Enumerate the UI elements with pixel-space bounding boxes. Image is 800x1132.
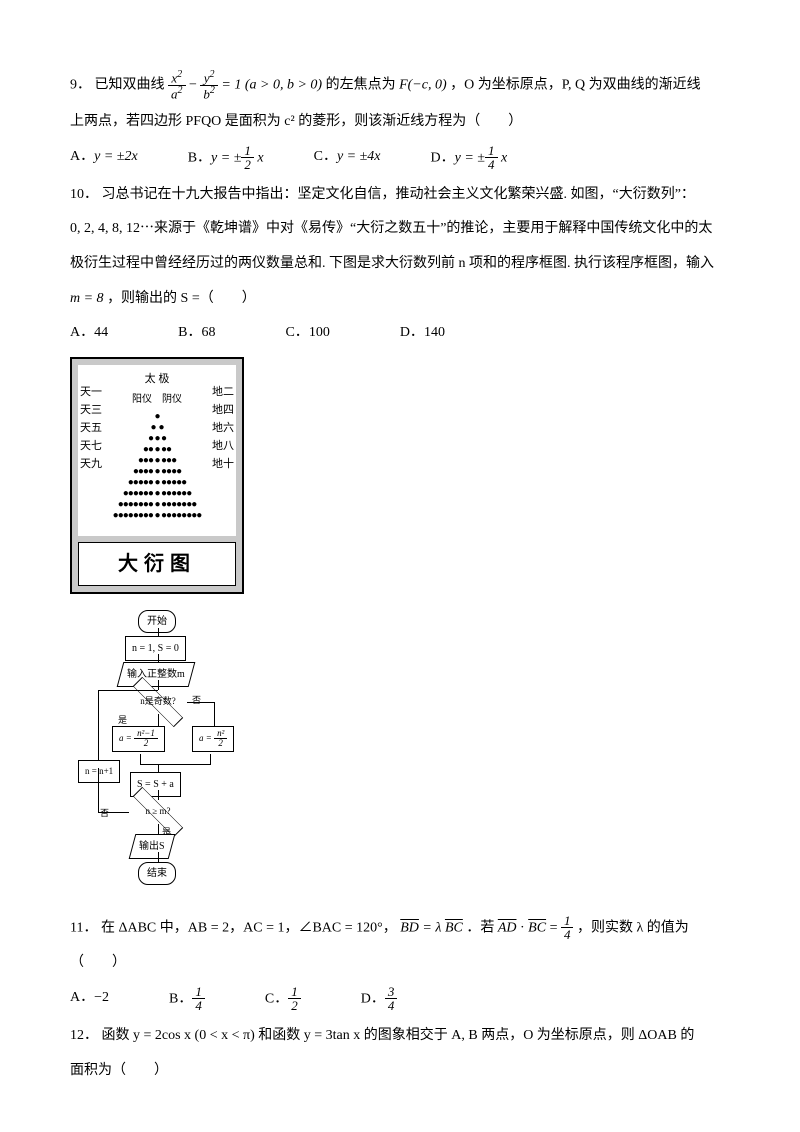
q9-optA: A．y = ±2x: [70, 144, 138, 172]
flow-out: 输出S: [129, 834, 175, 859]
dayan-tree: ● ● ● ● ● ● ●● ● ●● ●●● ● ●●● ●●●● ● ●●●…: [80, 411, 234, 521]
q10-l4: m = 8 ，则输出的 S =（ ）: [70, 286, 740, 313]
question-12: 12． 函数 y = 2cos x (0 < x < π) 和函数 y = 3t…: [70, 1023, 740, 1050]
q9-optB: B．y = ±12 x: [188, 144, 264, 172]
q11-num: 11．: [70, 920, 97, 935]
q10-optD: D．140: [400, 320, 445, 347]
q10-optA: A．44: [70, 320, 108, 347]
question-11: 11． 在 ΔABC 中，AB = 2，AC = 1，∠BAC = 120°， …: [70, 914, 740, 942]
dayan-right-labels: 地二地四地六地八地十: [212, 383, 234, 473]
q11-text-b: ．若: [466, 920, 494, 935]
q11-optC: C．12: [265, 985, 301, 1013]
q10-options: A．44 B．68 C．100 D．140: [70, 320, 740, 347]
q10-optB: B．68: [178, 320, 215, 347]
question-10: 10． 习总书记在十九大报告中指出：坚定文化自信，推动社会主义文化繁荣兴盛. 如…: [70, 182, 740, 209]
flow-a-odd: a = n²−12: [112, 726, 165, 752]
q9-text-a: 已知双曲线: [95, 78, 165, 93]
q9-line2: 上两点，若四边形 PFQO 是面积为 c² 的菱形，则该渐近线方程为（ ）: [70, 109, 740, 136]
q9-options: A．y = ±2x B．y = ±12 x C．y = ±4x D．y = ±1…: [70, 144, 740, 172]
flow-a-even: a = n²2: [192, 726, 234, 752]
q9-num: 9．: [70, 78, 91, 93]
q9-F: F(−c, 0): [399, 78, 447, 93]
question-9: 9． 已知双曲线 x2a2 − y2b2 = 1 (a > 0, b > 0) …: [70, 70, 740, 101]
q11-options: A．−2 B．14 C．12 D．34: [70, 985, 740, 1013]
flow-cond2: n ≥ m?: [129, 800, 187, 824]
flowchart: 开始 n = 1, S = 0 输入正整数m n是奇数? 是 否 a = n²−…: [80, 610, 240, 900]
q12-text-b: 面积为（ ）: [70, 1058, 740, 1085]
q9-text-b: 的左焦点为: [326, 78, 396, 93]
dayan-yy: 阳仪 阴仪: [80, 390, 234, 409]
flow-input: 输入正整数m: [117, 662, 195, 687]
q12-num: 12．: [70, 1028, 98, 1043]
q10-l3: 极衍生过程中曾经经历过的两仪数量总和. 下图是求大衍数列前 n 项和的程序框图.…: [70, 251, 740, 278]
flow-step: n = n+1: [78, 760, 120, 783]
q11-optA: A．−2: [70, 985, 109, 1013]
q10-l1: 习总书记在十九大报告中指出：坚定文化自信，推动社会主义文化繁荣兴盛. 如图，“大…: [102, 187, 695, 202]
flow-end: 结束: [138, 862, 176, 885]
dayan-caption: 大衍图: [78, 542, 236, 586]
q9-optD: D．y = ±14 x: [431, 144, 508, 172]
q10-l2: 0, 2, 4, 8, 12⋯来源于《乾坤谱》中对《易传》“大衍之数五十”的推论…: [70, 216, 740, 243]
q9-text-c: ，O 为坐标原点，P, Q 为双曲线的渐近线: [450, 78, 700, 93]
q9-optC: C．y = ±4x: [314, 144, 381, 172]
flow-start: 开始: [138, 610, 176, 633]
q11-blank: （ ）: [70, 950, 740, 977]
q11-optD: D．34: [361, 985, 398, 1013]
q10-num: 10．: [70, 187, 98, 202]
q10-optC: C．100: [285, 320, 329, 347]
flow-init: n = 1, S = 0: [125, 636, 186, 661]
q11-optB: B．14: [169, 985, 205, 1013]
dayan-top: 太 极: [80, 369, 234, 390]
q12-text-a: 函数 y = 2cos x (0 < x < π) 和函数 y = 3tan x…: [102, 1028, 695, 1043]
dayan-figure: 太 极 天一天三天五天七天九 地二地四地六地八地十 阳仪 阴仪 ● ● ● ● …: [70, 357, 244, 594]
q11-text-c: ，则实数 λ 的值为: [577, 920, 689, 935]
q11-text-a: 在 ΔABC 中，AB = 2，AC = 1，∠BAC = 120°，: [101, 920, 397, 935]
dayan-left-labels: 天一天三天五天七天九: [80, 383, 102, 473]
flow-cond1: n是奇数?: [129, 690, 187, 714]
